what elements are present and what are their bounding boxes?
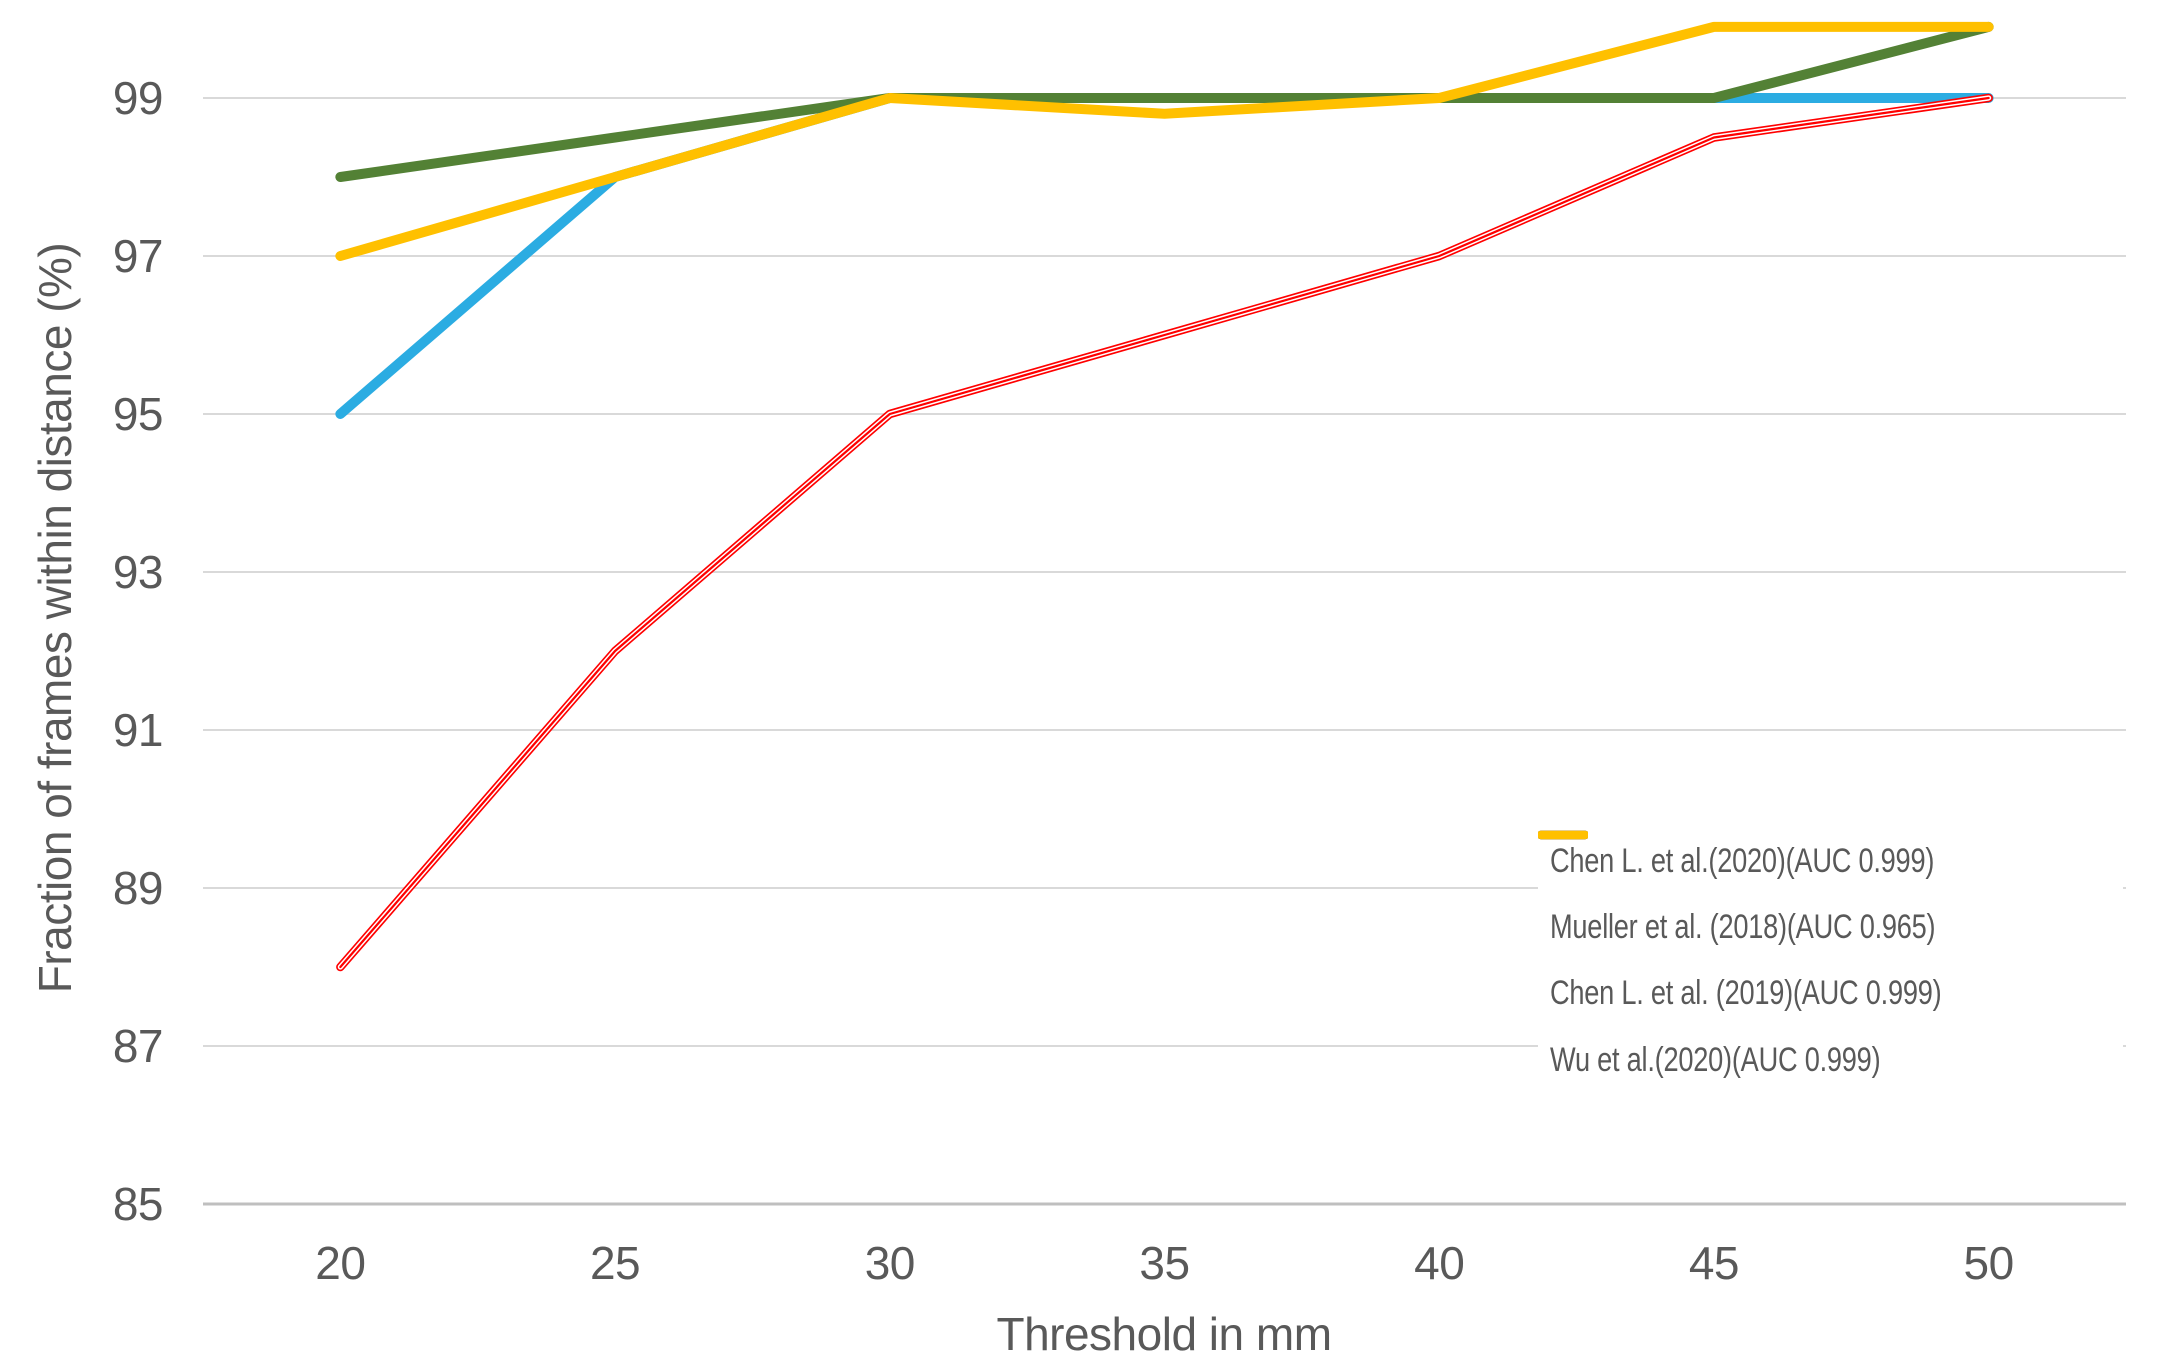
legend-item: Mueller et al. (2018)(AUC 0.965) xyxy=(1538,830,2123,960)
x-tick-label: 50 xyxy=(1963,1237,2015,1289)
x-tick-label: 40 xyxy=(1414,1237,1465,1289)
x-tick-label: 45 xyxy=(1688,1237,1740,1289)
legend-item: Chen L. et al.(2020)(AUC 0.999) xyxy=(1538,828,2123,894)
legend: Chen L. et al.(2020)(AUC 0.999) Mueller e… xyxy=(1538,828,2123,1094)
y-tick-label: 87 xyxy=(112,1020,164,1072)
x-tick-label: 35 xyxy=(1139,1237,1190,1289)
y-axis-title: Fraction of frames within distance (%) xyxy=(29,242,81,994)
legend-item: Chen L. et al. (2019)(AUC 0.999) xyxy=(1538,830,2123,1027)
legend-label: Chen L. et al. (2019)(AUC 0.999) xyxy=(1550,974,1942,1013)
y-tick-label: 85 xyxy=(112,1178,164,1230)
legend-item: Wu et al.(2020)(AUC 0.999) xyxy=(1538,830,2123,1093)
x-tick-label: 30 xyxy=(864,1237,916,1289)
x-axis-title: Threshold in mm xyxy=(996,1308,1332,1360)
x-tick-label: 20 xyxy=(315,1237,366,1289)
y-tick-label: 97 xyxy=(112,230,164,282)
legend-label: Mueller et al. (2018)(AUC 0.965) xyxy=(1550,908,1936,947)
series-line-2 xyxy=(335,21,1994,182)
y-tick-label: 93 xyxy=(112,546,164,598)
x-tick-label: 25 xyxy=(589,1237,641,1289)
legend-label: Wu et al.(2020)(AUC 0.999) xyxy=(1550,1040,1881,1079)
y-tick-label: 99 xyxy=(112,72,164,124)
legend-label: Chen L. et al.(2020)(AUC 0.999) xyxy=(1550,841,1935,880)
series-line-3 xyxy=(335,21,1994,261)
series-line-1-core xyxy=(339,96,1990,969)
legend-swatch-icon xyxy=(1538,830,1588,840)
y-tick-label: 95 xyxy=(112,388,164,440)
y-tick-label: 91 xyxy=(112,704,164,756)
y-tick-label: 89 xyxy=(112,862,164,914)
